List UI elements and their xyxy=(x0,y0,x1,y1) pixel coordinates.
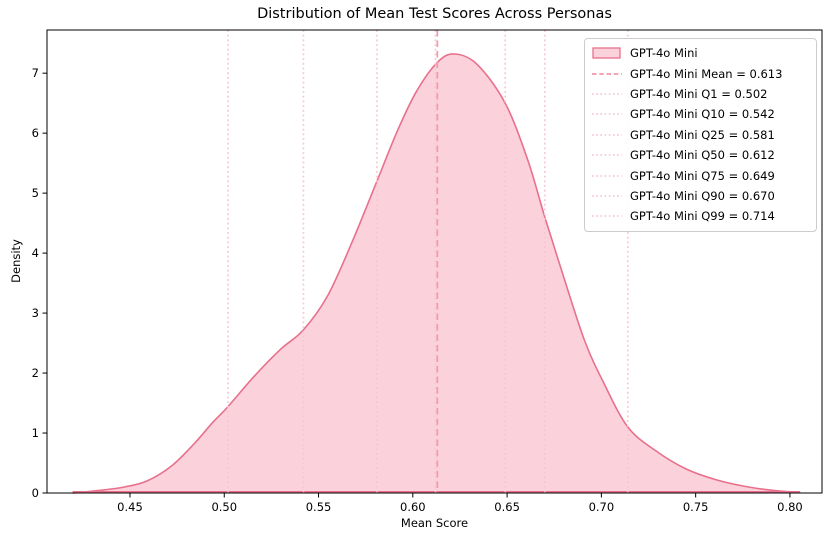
legend: GPT-4o Mini GPT-4o Mini Mean = 0.613 GPT-4… xyxy=(584,38,817,232)
x-tick-label: 0.50 xyxy=(211,500,237,514)
legend-entry: GPT-4o Mini xyxy=(592,43,809,63)
chart-title: Distribution of Mean Test Scores Across … xyxy=(257,6,612,22)
legend-swatch-patch-icon xyxy=(592,47,621,59)
legend-entry-label: GPT-4o Mini Mean = 0.613 xyxy=(630,66,783,81)
x-tick-label: 0.55 xyxy=(306,500,332,514)
x-tick-label: 0.65 xyxy=(494,500,520,514)
legend-swatch-dotted-icon xyxy=(592,113,622,116)
legend-entry: GPT-4o Mini Q25 = 0.581 xyxy=(592,125,809,145)
legend-swatch-dotted-icon xyxy=(592,195,622,197)
legend-swatch-dotted-icon xyxy=(592,174,622,177)
legend-entry-label: GPT-4o Mini Q25 = 0.581 xyxy=(630,127,775,142)
x-tick-label: 0.75 xyxy=(683,500,709,514)
x-tick-label: 0.70 xyxy=(589,500,615,514)
legend-swatch-dotted-icon xyxy=(592,93,622,95)
x-tick-label: 0.60 xyxy=(400,500,426,514)
legend-entry-label: GPT-4o Mini xyxy=(630,46,698,61)
y-tick-label: 2 xyxy=(32,366,39,380)
legend-entry-label: GPT-4o Mini Q50 = 0.612 xyxy=(630,148,775,163)
kde-area-path xyxy=(72,53,801,494)
legend-entry-label: GPT-4o Mini Q99 = 0.714 xyxy=(630,209,775,224)
legend-entry-label: GPT-4o Mini Q75 = 0.649 xyxy=(630,168,775,183)
y-tick-label: 3 xyxy=(32,306,39,320)
y-tick-label: 4 xyxy=(32,246,39,260)
y-tick-label: 6 xyxy=(32,126,39,140)
x-tick-label: 0.45 xyxy=(117,500,143,514)
x-tick-label: 0.80 xyxy=(777,500,803,514)
legend-entry: GPT-4o Mini Q75 = 0.649 xyxy=(592,165,809,185)
legend-swatch-dotted-icon xyxy=(592,154,622,156)
x-axis-label: Mean Score xyxy=(400,516,469,530)
legend-entry: GPT-4o Mini Q99 = 0.714 xyxy=(592,206,809,226)
legend-entry-label: GPT-4o Mini Q90 = 0.670 xyxy=(630,188,775,203)
legend-entry-label: GPT-4o Mini Q1 = 0.502 xyxy=(630,86,768,101)
legend-entry: GPT-4o Mini Q10 = 0.542 xyxy=(592,104,809,124)
y-tick-label: 1 xyxy=(32,426,39,440)
y-tick-label: 7 xyxy=(32,66,39,80)
y-tick-label: 5 xyxy=(32,186,39,200)
legend-swatch-dashed-icon xyxy=(592,72,622,75)
plot-border xyxy=(46,29,823,494)
legend-entry-label: GPT-4o Mini Q10 = 0.542 xyxy=(630,107,775,122)
legend-entry: GPT-4o Mini Q1 = 0.502 xyxy=(592,84,809,104)
y-axis-label: Density xyxy=(9,239,23,283)
legend-entry: GPT-4o Mini Q50 = 0.612 xyxy=(592,145,809,165)
legend-swatch-dotted-icon xyxy=(592,133,622,136)
legend-entry: GPT-4o Mini Q90 = 0.670 xyxy=(592,186,809,206)
y-tick-label: 0 xyxy=(32,486,39,500)
legend-swatch-dotted-icon xyxy=(592,215,622,218)
legend-entry: GPT-4o Mini Mean = 0.613 xyxy=(592,63,809,83)
